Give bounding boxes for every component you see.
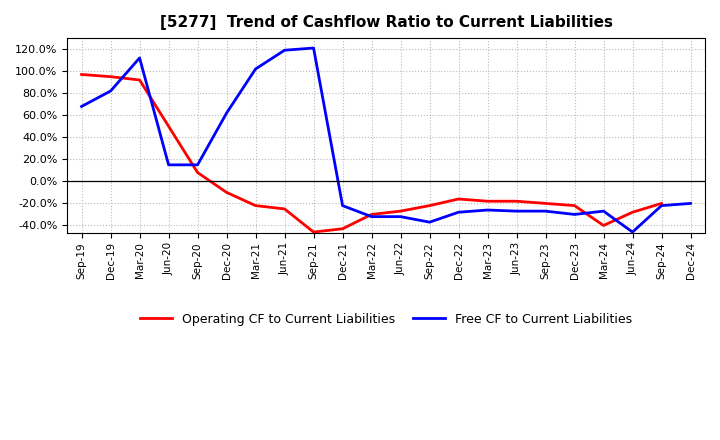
Free CF to Current Liabilities	[483, 207, 492, 213]
Operating CF to Current Liabilities	[107, 74, 115, 79]
Operating CF to Current Liabilities	[483, 198, 492, 204]
Operating CF to Current Liabilities	[657, 201, 666, 206]
Line: Operating CF to Current Liabilities: Operating CF to Current Liabilities	[81, 74, 662, 232]
Free CF to Current Liabilities	[454, 209, 463, 215]
Free CF to Current Liabilities	[193, 162, 202, 168]
Operating CF to Current Liabilities	[570, 203, 579, 208]
Free CF to Current Liabilities	[77, 104, 86, 109]
Free CF to Current Liabilities	[107, 88, 115, 94]
Operating CF to Current Liabilities	[396, 209, 405, 214]
Operating CF to Current Liabilities	[135, 77, 144, 83]
Title: [5277]  Trend of Cashflow Ratio to Current Liabilities: [5277] Trend of Cashflow Ratio to Curren…	[160, 15, 613, 30]
Free CF to Current Liabilities	[599, 209, 608, 214]
Operating CF to Current Liabilities	[164, 124, 173, 129]
Free CF to Current Liabilities	[570, 212, 579, 217]
Operating CF to Current Liabilities	[222, 190, 231, 195]
Free CF to Current Liabilities	[309, 45, 318, 51]
Operating CF to Current Liabilities	[251, 203, 260, 208]
Free CF to Current Liabilities	[280, 48, 289, 53]
Operating CF to Current Liabilities	[309, 229, 318, 235]
Operating CF to Current Liabilities	[193, 170, 202, 175]
Free CF to Current Liabilities	[686, 201, 695, 206]
Free CF to Current Liabilities	[512, 209, 521, 214]
Operating CF to Current Liabilities	[628, 209, 636, 215]
Operating CF to Current Liabilities	[512, 198, 521, 204]
Line: Free CF to Current Liabilities: Free CF to Current Liabilities	[81, 48, 690, 232]
Operating CF to Current Liabilities	[280, 206, 289, 212]
Free CF to Current Liabilities	[396, 214, 405, 219]
Operating CF to Current Liabilities	[338, 226, 347, 231]
Free CF to Current Liabilities	[367, 214, 376, 219]
Operating CF to Current Liabilities	[541, 201, 550, 206]
Operating CF to Current Liabilities	[367, 212, 376, 217]
Legend: Operating CF to Current Liabilities, Free CF to Current Liabilities: Operating CF to Current Liabilities, Fre…	[135, 308, 636, 331]
Free CF to Current Liabilities	[541, 209, 550, 214]
Operating CF to Current Liabilities	[454, 196, 463, 202]
Free CF to Current Liabilities	[338, 203, 347, 208]
Free CF to Current Liabilities	[251, 66, 260, 72]
Free CF to Current Liabilities	[222, 110, 231, 116]
Operating CF to Current Liabilities	[426, 203, 434, 208]
Free CF to Current Liabilities	[657, 203, 666, 208]
Free CF to Current Liabilities	[135, 55, 144, 61]
Operating CF to Current Liabilities	[599, 223, 608, 228]
Free CF to Current Liabilities	[164, 162, 173, 168]
Free CF to Current Liabilities	[628, 229, 636, 235]
Operating CF to Current Liabilities	[77, 72, 86, 77]
Free CF to Current Liabilities	[426, 220, 434, 225]
